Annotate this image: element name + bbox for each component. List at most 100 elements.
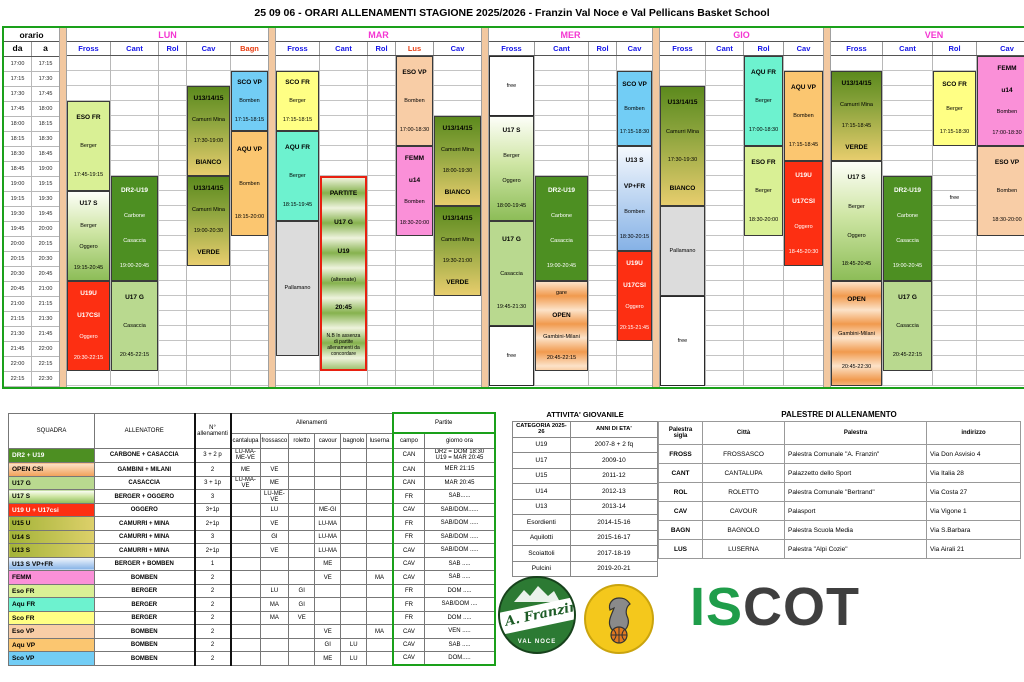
time-to: 18:30 xyxy=(32,132,59,147)
team-coach: BERGER xyxy=(94,597,195,612)
day-separator xyxy=(823,28,831,387)
block-line: 17:15-18:30 xyxy=(619,129,650,136)
grid-cell xyxy=(434,356,481,371)
team-name: U13 S xyxy=(8,543,95,558)
grid-cell xyxy=(589,371,616,386)
block-line: SCO VP xyxy=(622,81,647,89)
grid-cell xyxy=(589,236,616,251)
grid-cell xyxy=(159,221,186,236)
team-match-field: CAV xyxy=(391,637,426,653)
grid-cell xyxy=(187,71,230,86)
grid-cell xyxy=(67,371,110,386)
grid-cell xyxy=(744,266,783,281)
team-match-day: SAB ..... xyxy=(424,556,496,572)
grid-cell xyxy=(883,116,932,131)
team-match-field: CAV xyxy=(391,556,426,572)
team-gym-days-bagnolo xyxy=(340,556,368,572)
time-to: 19:00 xyxy=(32,162,59,177)
block-line: 20:15-21:45 xyxy=(619,325,650,332)
team-gym-days-bagnolo: LU xyxy=(340,637,368,653)
grid-cell xyxy=(111,161,158,176)
team-gym-days-luserna xyxy=(366,502,394,518)
gym-citta: CAVOUR xyxy=(702,501,785,521)
team-gym-days-bagnolo xyxy=(340,447,368,464)
team-gym-days-cantalupa xyxy=(230,610,261,626)
grid-cell xyxy=(434,311,481,326)
schedule-block: U19U U17CSI Oggero 18-45-20:30 xyxy=(784,161,823,266)
team-n-sessions: 2 xyxy=(193,570,232,585)
grid-cell xyxy=(159,56,186,71)
team-row: U17 G CASACCIA 3 + 1p LU-MA-VE ME CAN MAR 20:4… xyxy=(8,475,496,491)
block-line: Bomben xyxy=(239,180,260,187)
team-match-field: CAN xyxy=(391,462,426,477)
block-line: Oggero xyxy=(502,178,521,185)
team-match-day: DOM..... xyxy=(424,651,496,667)
grid-cell xyxy=(933,176,976,191)
time-to: 18:15 xyxy=(32,117,59,132)
day-group-mar: MAR Fross Cant Rol Lus Cav SCO FR Berger 17:15-1… xyxy=(276,28,481,387)
grid-cell xyxy=(231,356,268,371)
grid-cell xyxy=(744,296,783,311)
grid-cell xyxy=(617,371,652,386)
grid-cell xyxy=(706,116,743,131)
team-n-sessions: 3 + 2 p xyxy=(193,447,232,464)
time-to: 21:15 xyxy=(32,297,59,312)
grid-cell xyxy=(396,326,433,341)
team-row: DR2 + U19 CARBONE + CASACCIA 3 + 2 p LU-MA-… xyxy=(8,447,496,464)
team-gym-days-roletto xyxy=(288,637,316,653)
gym-sigla: BAGN xyxy=(658,520,703,540)
franzin-club-logo: A. Franzin VAL NOCE xyxy=(498,576,576,654)
gym-header-rol: Rol xyxy=(933,42,977,55)
team-match-field: FR xyxy=(391,597,426,612)
time-to: 19:15 xyxy=(32,177,59,192)
schedule-block: DR2-U19 Carbone Casaccia 19:00-20:45 xyxy=(535,176,588,281)
grid-cell xyxy=(589,191,616,206)
time-to: 20:45 xyxy=(32,267,59,282)
grid-cell xyxy=(706,101,743,116)
team-gym-days-roletto xyxy=(288,489,316,504)
block-line: SCO FR xyxy=(285,78,310,86)
team-match-day: SAB...... xyxy=(424,489,496,504)
youth-title: ATTIVITA' GIOVANILE xyxy=(546,410,624,419)
day-group-mer: MER Fross Cant Rol Cav free U17 S Berger Oggero 1… xyxy=(489,28,652,387)
team-gym-days-bagnolo xyxy=(340,502,368,518)
gym-header-cav: Cav xyxy=(796,44,811,53)
team-gym-days-cantalupa xyxy=(230,529,261,545)
youth-table: CATEGORIA 2025-26 ANNI DI ETA' U19 2007-8… xyxy=(512,421,659,577)
gyms-header-sigla: Palestra sigla xyxy=(658,421,703,445)
gym-header-cav: Cav xyxy=(187,42,231,55)
grid-cell xyxy=(368,56,395,71)
day-name: VEN xyxy=(831,28,1024,42)
gym-column-cant xyxy=(706,56,744,386)
block-line: 17:00-18:30 xyxy=(399,126,430,133)
grid-cell xyxy=(589,206,616,221)
gym-indirizzo: Via Don Asvisio 4 xyxy=(926,444,1021,464)
gym-column-rol xyxy=(368,56,396,386)
youth-activity-panel: ATTIVITA' GIOVANILE CATEGORIA 2025-26 AN… xyxy=(512,410,659,577)
a-label: a xyxy=(43,43,48,53)
team-name: OPEN CSI xyxy=(8,462,95,477)
grid-cell xyxy=(159,311,186,326)
team-gym-days-luserna xyxy=(366,583,394,599)
team-gym-days-roletto xyxy=(288,651,316,666)
team-gym-days-frossasco: GI xyxy=(259,529,290,545)
grid-cell xyxy=(111,371,158,386)
time-from: 20:30 xyxy=(4,267,32,282)
grid-cell xyxy=(706,176,743,191)
grid-cell xyxy=(396,371,433,386)
team-row: U19 U + U17csi OGGERO 3+1p LU ME-GI CAV SAB/DO… xyxy=(8,502,496,518)
subheader-giorno-ora: giorno ora xyxy=(424,432,496,449)
grid-cell xyxy=(111,86,158,101)
block-line: Pallamano xyxy=(284,285,311,292)
grid-cell xyxy=(589,56,616,71)
team-name: U19 U + U17csi xyxy=(8,502,95,518)
block-line: Bomben xyxy=(996,109,1018,116)
grid-cell xyxy=(535,86,588,101)
time-row: 21:00 21:15 xyxy=(4,297,59,312)
gyms-header-indirizzo: indirizzo xyxy=(926,421,1021,445)
grid-cell xyxy=(933,236,976,251)
youth-categoria: Esordienti xyxy=(512,514,571,531)
grid-cell xyxy=(933,191,976,206)
grid-cell xyxy=(933,371,976,386)
block-line: Carbone xyxy=(896,213,919,220)
